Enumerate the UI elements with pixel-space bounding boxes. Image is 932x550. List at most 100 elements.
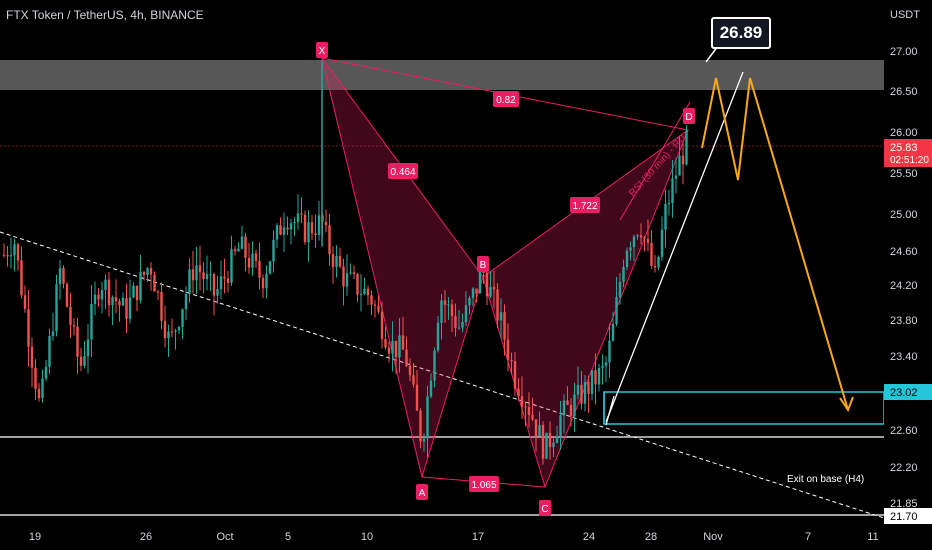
candle-body bbox=[191, 269, 195, 281]
candle-body bbox=[72, 324, 76, 327]
candle-body bbox=[415, 384, 419, 411]
candle-body bbox=[97, 294, 100, 300]
candle-body bbox=[314, 233, 317, 235]
candle-body bbox=[100, 289, 104, 300]
candle-body bbox=[51, 331, 55, 337]
candle-body bbox=[391, 340, 394, 354]
candle-body bbox=[454, 316, 457, 328]
candle-body bbox=[356, 273, 359, 295]
candle-body bbox=[104, 279, 107, 290]
candle-body bbox=[475, 288, 478, 294]
candle-body bbox=[681, 155, 685, 165]
y-tick-label: 25.00 bbox=[890, 209, 918, 221]
rsi-divergence-line bbox=[619, 101, 691, 221]
candle-body bbox=[216, 289, 219, 296]
target-price-callout: 26.89 bbox=[711, 17, 771, 49]
candle-body bbox=[541, 424, 545, 459]
candle-body bbox=[482, 272, 485, 274]
point-label-a: A bbox=[416, 484, 428, 500]
candle-body bbox=[265, 273, 268, 289]
candle-body bbox=[513, 361, 517, 389]
ratio-label-xd: 0.82 bbox=[493, 91, 519, 107]
x-tick-label: 26 bbox=[140, 531, 152, 543]
candle-body bbox=[125, 297, 128, 319]
projection-arrowhead bbox=[839, 396, 854, 413]
x-tick-label: Nov bbox=[703, 531, 723, 543]
price-axis[interactable] bbox=[884, 0, 932, 525]
candle-body bbox=[244, 236, 247, 258]
candle-body bbox=[6, 255, 9, 257]
candle-body bbox=[405, 349, 408, 366]
candle-body bbox=[601, 365, 604, 368]
candle-body bbox=[608, 340, 611, 363]
time-axis[interactable] bbox=[0, 525, 932, 550]
candle-body bbox=[422, 438, 426, 442]
candle-body bbox=[573, 394, 576, 417]
ratio-label-xb: 0.464 bbox=[388, 163, 418, 179]
point-label-x: X bbox=[316, 42, 328, 58]
candle-body bbox=[212, 274, 216, 296]
candlestick-series bbox=[2, 60, 688, 465]
point-label-b: B bbox=[477, 256, 489, 272]
candle-body bbox=[219, 276, 223, 290]
candle-body bbox=[394, 340, 398, 358]
candle-body bbox=[128, 297, 132, 319]
candle-body bbox=[258, 260, 261, 278]
candle-body bbox=[174, 330, 177, 332]
candle-body bbox=[622, 266, 625, 282]
x-axis-ticks: 19 26 Oct 5 10 17 24 28 Nov 7 11 bbox=[29, 531, 879, 543]
candle-body bbox=[37, 388, 41, 399]
candle-body bbox=[373, 304, 377, 306]
candle-body bbox=[233, 249, 237, 252]
candle-body bbox=[464, 305, 468, 323]
candle-body bbox=[139, 272, 142, 301]
candle-body bbox=[272, 239, 275, 262]
candle-body bbox=[594, 370, 597, 385]
candle-body bbox=[433, 350, 436, 381]
x-tick-label: 17 bbox=[472, 531, 484, 543]
candle-body bbox=[275, 225, 279, 240]
candle-body bbox=[615, 297, 618, 325]
candle-body bbox=[209, 274, 212, 276]
candle-body bbox=[177, 326, 181, 331]
candle-body bbox=[13, 244, 16, 256]
candle-body bbox=[160, 291, 163, 321]
candle-body bbox=[436, 322, 440, 351]
point-label-c: C bbox=[539, 500, 551, 516]
candle-body bbox=[79, 356, 83, 366]
candle-body bbox=[300, 213, 303, 215]
candle-body bbox=[604, 362, 608, 366]
candle-body bbox=[310, 222, 314, 234]
candle-body bbox=[562, 400, 566, 416]
candle-body bbox=[268, 261, 272, 274]
candle-body bbox=[107, 279, 111, 305]
exit-annotation: Exit on base (H4) bbox=[787, 474, 864, 485]
candle-body bbox=[583, 382, 587, 404]
resistance-zone bbox=[0, 60, 884, 90]
svg-text:0.464: 0.464 bbox=[390, 167, 415, 178]
candle-body bbox=[237, 248, 240, 252]
y-tick-label: 24.60 bbox=[890, 246, 918, 258]
candle-body bbox=[426, 396, 429, 439]
candle-body bbox=[499, 312, 503, 321]
candle-body bbox=[62, 268, 65, 284]
candle-body bbox=[510, 359, 513, 362]
candle-body bbox=[384, 339, 387, 348]
candle-body bbox=[76, 326, 79, 357]
candle-body bbox=[338, 255, 342, 267]
candle-body bbox=[349, 272, 352, 274]
chart-title: FTX Token / TetherUS, 4h, BINANCE bbox=[6, 8, 204, 22]
y-tick-label: 25.50 bbox=[890, 168, 918, 180]
candle-body bbox=[657, 256, 660, 268]
candle-body bbox=[496, 289, 499, 321]
candle-body bbox=[492, 286, 496, 290]
y-tick-label: 26.50 bbox=[890, 86, 918, 98]
svg-text:C: C bbox=[541, 504, 548, 515]
candle-body bbox=[359, 294, 363, 296]
candle-body bbox=[590, 370, 594, 394]
candle-body bbox=[363, 288, 366, 295]
candle-body bbox=[331, 254, 335, 267]
candle-body bbox=[643, 237, 646, 239]
svg-text:1.722: 1.722 bbox=[572, 201, 597, 212]
